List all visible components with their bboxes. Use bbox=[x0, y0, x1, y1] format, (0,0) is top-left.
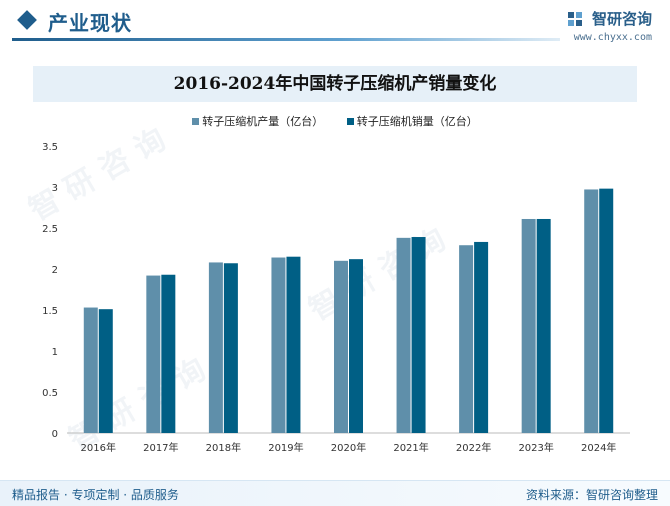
brand-name: 智研咨询 bbox=[591, 10, 652, 28]
page-footer: 精品报告 · 专项定制 · 品质服务 资料来源：智研咨询整理 bbox=[0, 480, 670, 506]
brand-url[interactable]: www.chyxx.com bbox=[573, 32, 652, 43]
bar-production bbox=[521, 218, 536, 433]
y-tick-label: 1 bbox=[52, 347, 58, 358]
legend-label-sales: 转子压缩机销量（亿台） bbox=[356, 115, 478, 128]
chart-title-band: 2016-2024年中国转子压缩机产销量变化 bbox=[33, 66, 637, 102]
legend-label-production: 转子压缩机产量（亿台） bbox=[202, 115, 324, 128]
legend-swatch-sales bbox=[346, 117, 354, 125]
y-tick-label: 1.5 bbox=[42, 306, 58, 317]
bar-sales bbox=[161, 274, 176, 433]
page-header: 产业现状 智研咨询 www.chyxx.com bbox=[0, 0, 670, 48]
y-tick-label: 0.5 bbox=[42, 388, 58, 399]
legend-item-sales: 转子压缩机销量（亿台） bbox=[346, 113, 478, 129]
bar-sales bbox=[411, 237, 426, 433]
chart-title: 2016-2024年中国转子压缩机产销量变化 bbox=[173, 74, 497, 94]
x-tick-label: 2021年 bbox=[393, 441, 428, 454]
bar-production bbox=[271, 257, 286, 433]
bar-sales bbox=[223, 263, 238, 433]
x-tick-label: 2023年 bbox=[518, 441, 553, 454]
bar-production bbox=[208, 262, 223, 433]
page-title: 产业现状 bbox=[48, 11, 132, 35]
bar-sales bbox=[474, 241, 489, 433]
bar-production bbox=[459, 245, 474, 433]
bar-sales bbox=[98, 309, 113, 433]
bar-sales bbox=[286, 256, 301, 433]
header-divider bbox=[12, 38, 560, 41]
chart-legend: 转子压缩机产量（亿台） 转子压缩机销量（亿台） bbox=[0, 113, 670, 129]
bar-production bbox=[396, 237, 411, 433]
bar-production bbox=[584, 189, 599, 433]
bar-sales bbox=[349, 259, 363, 433]
footer-source: 资料来源：智研咨询整理 bbox=[525, 488, 658, 502]
y-tick-label: 0 bbox=[52, 429, 58, 440]
bar-sales bbox=[599, 188, 614, 433]
legend-item-production: 转子压缩机产量（亿台） bbox=[192, 113, 323, 129]
x-tick-label: 2017年 bbox=[143, 441, 178, 454]
bar-production bbox=[334, 260, 348, 433]
brand[interactable]: 智研咨询 www.chyxx.com bbox=[567, 8, 652, 43]
y-tick-label: 3 bbox=[52, 183, 58, 194]
footer-slogan: 精品报告 · 专项定制 · 品质服务 bbox=[12, 488, 179, 502]
y-tick-label: 2 bbox=[52, 265, 58, 276]
x-tick-label: 2024年 bbox=[581, 441, 616, 454]
bar-production bbox=[83, 307, 98, 433]
y-tick-label: 2.5 bbox=[42, 224, 58, 235]
bar-chart: 0 0.5 1 1.5 2 2.5 3 3.5 2016年 2017年 2018年 2019年 2020… bbox=[42, 142, 630, 454]
x-tick-label: 2022年 bbox=[456, 441, 491, 454]
x-tick-label: 2020年 bbox=[331, 441, 366, 454]
x-tick-label: 2019年 bbox=[268, 441, 303, 454]
brand-logo-icon bbox=[567, 11, 582, 26]
bar-sales bbox=[536, 218, 551, 433]
x-tick-label: 2018年 bbox=[206, 441, 241, 454]
y-tick-label: 3.5 bbox=[42, 142, 58, 153]
legend-swatch-production bbox=[192, 117, 200, 125]
bar-production bbox=[146, 275, 161, 433]
x-tick-label: 2016年 bbox=[81, 441, 116, 454]
